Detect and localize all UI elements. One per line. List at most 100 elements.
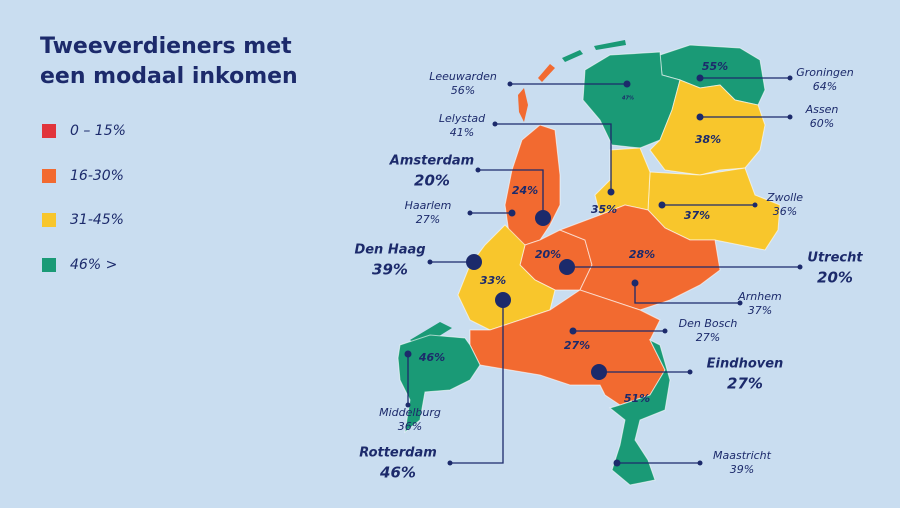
leader-end	[427, 259, 433, 265]
city-dot	[404, 350, 412, 358]
region-label: 24%	[512, 184, 538, 197]
city-name: Haarlem	[405, 199, 452, 212]
city: Amsterdam 20%	[389, 154, 551, 226]
leader-end	[507, 81, 513, 87]
legend-label: 46% >	[70, 257, 117, 273]
city-name: Maastricht	[713, 449, 772, 462]
leader-end	[467, 210, 473, 216]
city-dot	[631, 279, 639, 287]
city-value: 39%	[372, 261, 408, 279]
region-label: 27%	[564, 339, 590, 352]
city-dot	[658, 201, 666, 209]
title: Tweeverdieners met een modaal inkomen	[40, 34, 298, 89]
city-name: Den Haag	[354, 243, 425, 258]
city-value: 60%	[810, 117, 834, 130]
region-label: 47%	[622, 96, 634, 102]
city: Den Haag 39%	[354, 243, 482, 279]
city: Eindhoven 27%	[591, 357, 783, 393]
city-name: Rotterdam	[359, 446, 437, 461]
city-dot	[495, 292, 511, 308]
city-name: Middelburg	[379, 406, 441, 419]
leader-line	[634, 283, 740, 304]
leader-end	[797, 264, 803, 270]
city-name: Leeuwarden	[429, 70, 497, 83]
city-value: 27%	[696, 331, 720, 344]
city-value: 37%	[748, 304, 772, 317]
province	[397, 334, 481, 434]
city-dot	[696, 113, 704, 121]
province	[608, 338, 671, 486]
leader-end	[737, 300, 743, 306]
city-name: Arnhem	[737, 290, 781, 303]
region-labels: 55% 47% 38% 37% 35% 24% 20% 28% 33% 27% 51% 46%	[418, 60, 728, 405]
city-value: 27%	[727, 375, 763, 393]
region-label: 20%	[535, 248, 561, 261]
city-name: Utrecht	[807, 251, 863, 266]
city-dot	[535, 210, 551, 226]
legend-label: 0 – 15%	[70, 123, 126, 139]
city-value: 64%	[813, 80, 837, 93]
city-name: Lelystad	[439, 112, 486, 125]
leader-end	[752, 202, 758, 208]
leader-line	[478, 169, 544, 218]
city-name: Assen	[805, 103, 839, 116]
leader-end	[405, 402, 411, 408]
leader-end	[475, 167, 481, 173]
city-value: 20%	[414, 172, 450, 190]
city-name: Amsterdam	[389, 154, 474, 169]
legend-label: 16-30%	[70, 168, 124, 184]
region-label: 38%	[695, 133, 721, 146]
region-label: 51%	[624, 392, 650, 405]
city-value: 39%	[730, 463, 754, 476]
city-value: 36%	[398, 420, 422, 433]
city: Utrecht 20%	[559, 251, 863, 287]
city-dot	[696, 74, 704, 82]
region-label: 28%	[629, 248, 655, 261]
leader-line	[450, 300, 504, 464]
city-name: Den Bosch	[679, 317, 738, 330]
city-dot	[466, 254, 482, 270]
city: Rotterdam 46%	[359, 292, 511, 482]
leader-end	[687, 369, 693, 375]
city-dot	[607, 188, 615, 196]
legend-label: 31-45%	[70, 212, 124, 228]
city-dot	[623, 80, 631, 88]
region-label: 33%	[480, 274, 506, 287]
city-dot	[559, 259, 575, 275]
region-label: 46%	[418, 351, 445, 364]
city-dot	[508, 209, 516, 217]
legend-swatch	[42, 124, 56, 138]
region-label: 55%	[702, 60, 728, 73]
legend-swatch	[42, 258, 56, 272]
leader-end	[787, 75, 793, 81]
city-name: Groningen	[796, 66, 854, 79]
city-value: 36%	[773, 205, 797, 218]
region-label: 35%	[591, 203, 617, 216]
legend-swatch	[42, 213, 56, 227]
city-value: 56%	[451, 84, 475, 97]
city-value: 27%	[416, 213, 440, 226]
city-dot	[591, 364, 607, 380]
city-value: 20%	[817, 269, 853, 287]
leader-end	[787, 114, 793, 120]
city-dot	[569, 327, 577, 335]
leader-end	[662, 328, 668, 334]
legend: 0 – 15% 16-30% 31-45% 46% >	[42, 123, 126, 273]
city-name: Eindhoven	[707, 357, 784, 372]
city-dot	[613, 459, 621, 467]
city-name: Zwolle	[766, 191, 803, 204]
leader-end	[697, 460, 703, 466]
leader-end	[492, 121, 498, 127]
